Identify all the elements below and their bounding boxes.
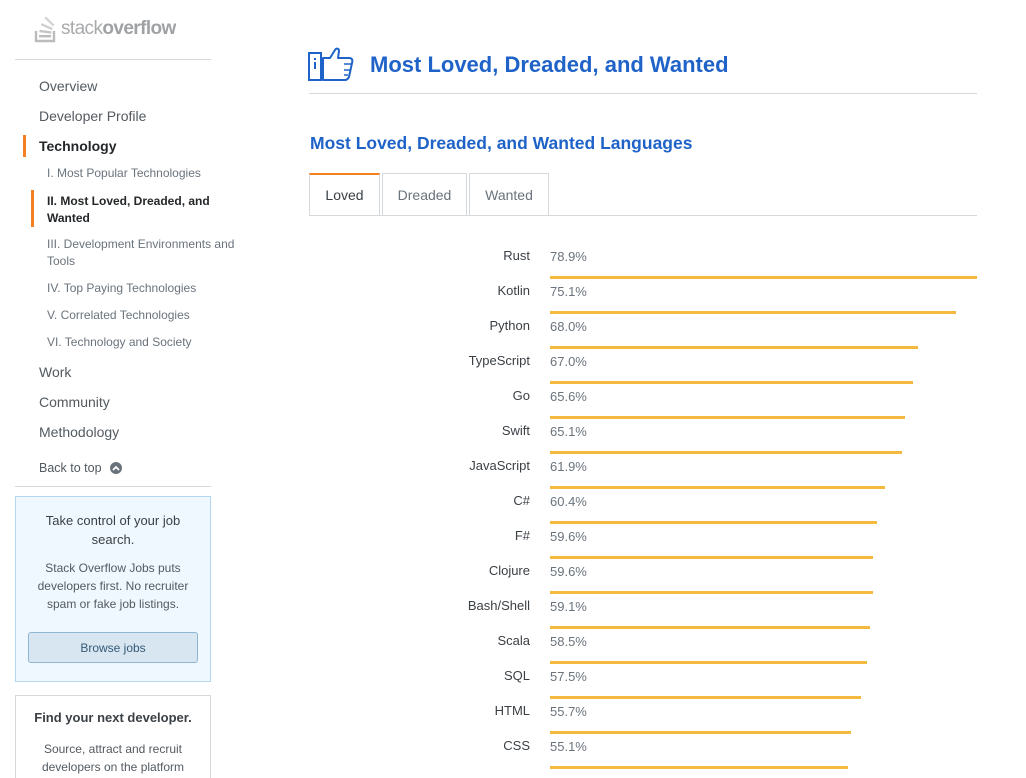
bar	[550, 766, 849, 769]
bar-value-label: 61.9%	[550, 459, 587, 474]
bar-label: Bash/Shell	[467, 598, 530, 613]
job-promo-title: Take control of your job search.	[45, 513, 181, 547]
sub-active-indicator	[31, 190, 34, 227]
chevron-up-icon	[109, 462, 122, 474]
bar-value-label: 78.9%	[550, 249, 587, 264]
bar-label: Go	[512, 388, 530, 403]
tab-dreaded[interactable]: Dreaded	[382, 173, 467, 216]
bar	[550, 276, 977, 279]
bar-value-label: 67.0%	[550, 354, 587, 369]
bar-label: Scala	[497, 633, 530, 648]
sidebar: stackoverflow Overview Developer Profile…	[15, 0, 234, 778]
bar	[550, 381, 913, 384]
bar-value-label: 65.1%	[550, 424, 587, 439]
bar-label: CSS	[503, 738, 530, 753]
tab-wanted[interactable]: Wanted	[469, 173, 549, 216]
bar-label: Clojure	[488, 563, 530, 578]
bar-label: Rust	[503, 248, 530, 263]
bar-label: Python	[489, 318, 530, 333]
sub-item-tech-society[interactable]: VI. Technology and Society	[47, 335, 192, 349]
bar-value-label: 59.6%	[550, 564, 587, 579]
job-promo-description: Stack Overflow Jobs puts developers firs…	[37, 561, 189, 611]
nav-item-technology[interactable]: Technology	[39, 138, 117, 154]
stack-icon	[34, 16, 56, 43]
bar	[550, 416, 906, 419]
bar	[550, 311, 957, 314]
bar-value-label: 59.1%	[550, 599, 587, 614]
bar-value-label: 75.1%	[550, 284, 587, 299]
bar-value-label: 65.6%	[550, 389, 587, 404]
bar	[550, 696, 862, 699]
nav-item-methodology[interactable]: Methodology	[39, 424, 120, 440]
tab-underline	[309, 215, 977, 216]
sub-item-correlated[interactable]: V. Correlated Technologies	[47, 308, 190, 322]
bar-value-label: 57.5%	[550, 669, 587, 684]
bar-value-label: 60.4%	[550, 494, 587, 509]
bar	[550, 661, 867, 664]
bar	[550, 521, 877, 524]
bar	[550, 451, 903, 454]
sub-item-most-loved[interactable]: II. Most Loved, Dreaded, and Wanted	[47, 194, 210, 225]
bar-label: Swift	[501, 423, 530, 438]
active-indicator	[23, 135, 26, 157]
bar-value-label: 55.7%	[550, 704, 587, 719]
hire-promo-box: Find your next developer. Source, attrac…	[15, 695, 211, 778]
sub-item-most-popular[interactable]: I. Most Popular Technologies	[47, 166, 201, 180]
tab-loved[interactable]: Loved	[309, 173, 380, 216]
logo-suffix: overflow	[102, 18, 176, 39]
bar	[550, 486, 885, 489]
back-to-top-link[interactable]: Back to top	[39, 461, 122, 475]
job-promo-box: Take control of your job search. Stack O…	[15, 496, 211, 682]
browse-jobs-button[interactable]: Browse jobs	[28, 632, 198, 663]
bar-label: TypeScript	[468, 353, 530, 368]
bar-label: HTML	[494, 703, 530, 718]
logo-prefix: stack	[61, 18, 103, 39]
bar	[550, 731, 852, 734]
bar	[550, 591, 873, 594]
bar-label: JavaScript	[469, 458, 530, 473]
back-to-top-label: Back to top	[39, 461, 102, 475]
page-title: Most Loved, Dreaded, and Wanted	[370, 52, 729, 77]
loved-languages-chart: Rust 78.9% Kotlin 75.1% Python 68.0% TypeScrip…	[309, 240, 977, 778]
section-title: Most Loved, Dreaded, and Wanted Language…	[310, 133, 693, 153]
thumbs-up-icon	[308, 47, 354, 81]
title-divider	[309, 93, 977, 94]
nav-item-developer-profile[interactable]: Developer Profile	[39, 108, 147, 124]
sidebar-divider	[15, 59, 211, 60]
bar	[550, 556, 873, 559]
bar-value-label: 68.0%	[550, 319, 587, 334]
bar-label: Kotlin	[497, 283, 530, 298]
hire-promo-title: Find your next developer.	[34, 710, 192, 725]
logo[interactable]: stackoverflow	[34, 14, 176, 44]
sub-item-dev-environments[interactable]: III. Development Environments and Tools	[47, 237, 235, 268]
bar-label: C#	[513, 493, 530, 508]
bar	[550, 626, 870, 629]
sidebar-divider	[15, 486, 211, 487]
bar-value-label: 59.6%	[550, 529, 587, 544]
bar-label: SQL	[503, 668, 530, 683]
nav-item-work[interactable]: Work	[39, 364, 72, 380]
bar-value-label: 55.1%	[550, 739, 587, 754]
bar-label: F#	[514, 528, 530, 543]
bar-value-label: 58.5%	[550, 634, 587, 649]
nav-item-overview[interactable]: Overview	[39, 78, 98, 94]
hire-promo-description: Source, attract and recruit developers o…	[41, 742, 185, 774]
nav-item-community[interactable]: Community	[39, 394, 110, 410]
bar	[550, 346, 918, 349]
sub-item-top-paying[interactable]: IV. Top Paying Technologies	[47, 281, 197, 295]
